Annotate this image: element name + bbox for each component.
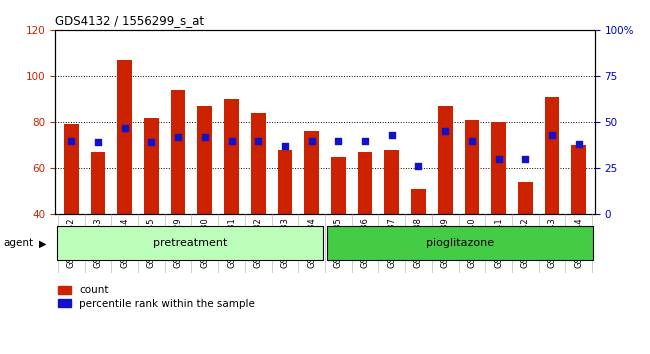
Text: GSM201839: GSM201839 [441,217,450,268]
Bar [411,189,426,214]
Text: GSM201543: GSM201543 [94,217,103,268]
Text: GSM201837: GSM201837 [387,217,396,268]
FancyBboxPatch shape [327,226,593,261]
Bar [304,131,319,214]
Text: GSM201829: GSM201829 [174,217,183,268]
Text: GSM201836: GSM201836 [361,217,370,268]
Bar [278,150,292,214]
Point [387,132,397,138]
Bar [224,99,239,214]
Point [573,141,584,147]
Text: pretreatment: pretreatment [153,238,228,249]
Bar [251,113,266,214]
Text: GSM201542: GSM201542 [67,217,76,268]
Text: GSM201843: GSM201843 [547,217,556,268]
Bar [518,182,532,214]
Point [440,129,450,134]
Point [66,138,77,143]
Point [520,156,530,162]
Text: GSM201842: GSM201842 [521,217,530,268]
Bar [465,120,479,214]
Point [547,132,557,138]
Point [360,138,370,143]
Text: GSM201545: GSM201545 [147,217,156,268]
Text: GSM201830: GSM201830 [200,217,209,268]
Point [467,138,477,143]
Legend: count, percentile rank within the sample: count, percentile rank within the sample [54,281,259,313]
Point [280,143,290,149]
Text: GSM201544: GSM201544 [120,217,129,268]
Point [333,138,344,143]
Bar [64,124,79,214]
Text: GSM201835: GSM201835 [334,217,343,268]
Text: GDS4132 / 1556299_s_at: GDS4132 / 1556299_s_at [55,13,204,27]
Text: GSM201841: GSM201841 [494,217,503,268]
Bar [331,156,346,214]
Text: GSM201840: GSM201840 [467,217,476,268]
Point [146,139,157,145]
Bar [171,90,185,214]
Point [200,134,210,140]
Text: GSM201831: GSM201831 [227,217,236,268]
Text: pioglitazone: pioglitazone [426,238,494,249]
Bar [358,152,372,214]
Text: GSM201833: GSM201833 [280,217,289,268]
Point [120,125,130,131]
Text: GSM201832: GSM201832 [254,217,263,268]
Bar [545,97,560,214]
Bar [198,106,212,214]
Text: GSM201834: GSM201834 [307,217,316,268]
Point [173,134,183,140]
Bar [571,145,586,214]
Text: GSM201838: GSM201838 [414,217,423,268]
Point [493,156,504,162]
Bar [384,150,399,214]
Bar [491,122,506,214]
Bar [118,60,132,214]
Point [306,138,317,143]
Bar [144,118,159,214]
Point [253,138,263,143]
Bar [438,106,452,214]
Bar [90,152,105,214]
Text: agent: agent [3,238,33,249]
Text: GSM201844: GSM201844 [574,217,583,268]
Text: ▶: ▶ [39,238,47,249]
Point [413,164,424,169]
FancyBboxPatch shape [57,226,323,261]
Point [93,139,103,145]
Point [226,138,237,143]
